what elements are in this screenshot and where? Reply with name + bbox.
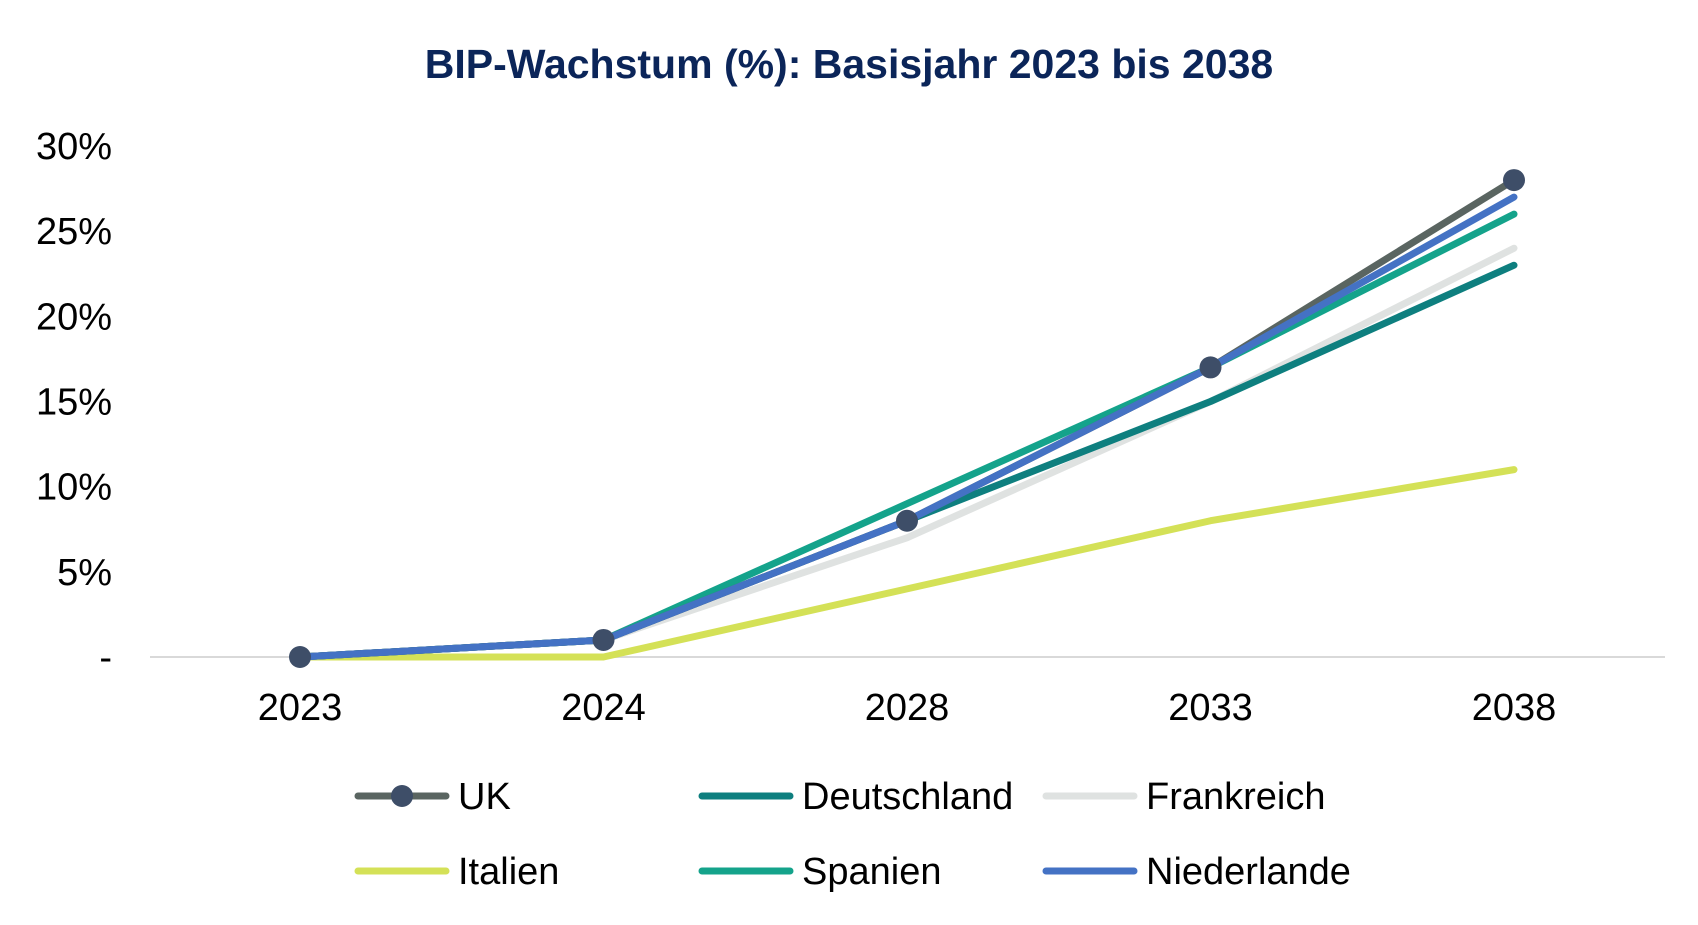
legend-label: Frankreich <box>1146 776 1326 818</box>
series-line-italien <box>296 466 1518 661</box>
y-tick-label: 25% <box>36 211 112 253</box>
x-axis-ticks: 2023 2024 2028 2033 2038 <box>258 687 1557 729</box>
series-markers <box>289 169 1525 668</box>
y-tick-label: 5% <box>57 552 112 594</box>
legend-item-niederlande: Niederlande <box>1042 851 1351 893</box>
data-point-uk <box>592 628 615 651</box>
x-tick-label: 2038 <box>1472 687 1557 729</box>
x-tick-label: 2033 <box>1168 687 1253 729</box>
x-tick-label: 2023 <box>258 687 343 729</box>
legend-label: Spanien <box>802 851 941 893</box>
legend: UK Deutschland Frankreich Italien Spanien Nie… <box>354 776 1351 893</box>
legend-label: Italien <box>458 851 559 893</box>
y-tick-label: 30% <box>36 126 112 168</box>
legend-label: Deutschland <box>802 776 1013 818</box>
legend-item-italien: Italien <box>354 851 559 893</box>
legend-label: Niederlande <box>1146 851 1351 893</box>
y-tick-label: - <box>99 637 112 679</box>
legend-item-deutschland: Deutschland <box>698 776 1013 818</box>
legend-item-spanien: Spanien <box>698 851 941 893</box>
chart-title: BIP-Wachstum (%): Basisjahr 2023 bis 203… <box>425 41 1273 87</box>
data-point-uk <box>896 509 918 532</box>
legend-item-frankreich: Frankreich <box>1042 776 1326 818</box>
series-lines <box>296 176 1518 661</box>
y-axis-ticks: - 5% 10% 15% 20% 25% 30% <box>36 126 112 679</box>
data-point-uk <box>1199 356 1222 379</box>
legend-label: UK <box>458 776 511 818</box>
y-tick-label: 10% <box>36 467 112 509</box>
data-point-uk <box>1503 169 1525 192</box>
y-tick-label: 20% <box>36 296 112 338</box>
legend-item-uk: UK <box>354 776 511 818</box>
y-tick-label: 15% <box>36 382 112 424</box>
series-line-deutschland <box>296 261 1518 661</box>
x-tick-label: 2024 <box>561 687 646 729</box>
data-point-uk <box>289 646 311 668</box>
legend-marker <box>391 785 413 807</box>
x-tick-label: 2028 <box>865 687 950 729</box>
